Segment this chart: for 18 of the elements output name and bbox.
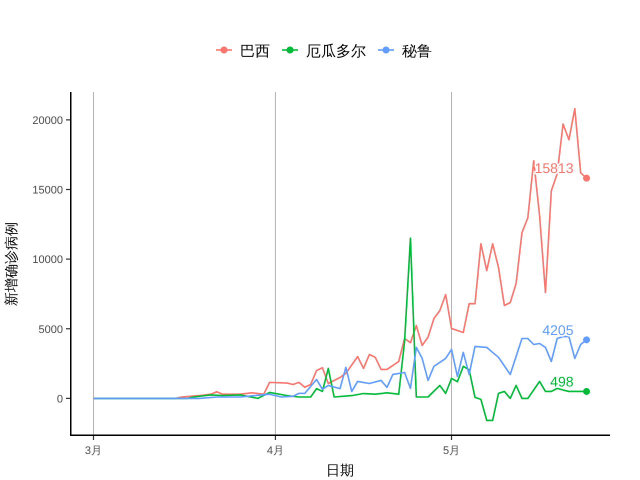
point <box>583 388 590 395</box>
y-tick-label: 10000 <box>32 254 63 266</box>
y-tick-label: 5000 <box>38 324 63 336</box>
annotation: 498 <box>550 373 574 390</box>
y-tick-label: 0 <box>56 393 63 406</box>
y-tick-label: 20000 <box>32 114 63 127</box>
x-axis-title: 日期 <box>326 462 354 478</box>
legend-label: 秘鲁 <box>402 43 432 60</box>
legend-label: 厄瓜多尔 <box>306 43 366 60</box>
legend-label: 巴西 <box>240 43 270 60</box>
y-axis-title: 新增确诊病例 <box>3 222 19 306</box>
point <box>583 336 590 344</box>
point <box>583 174 590 182</box>
y-tick-label: 15000 <box>32 184 63 196</box>
x-tick-label: 3月 <box>84 445 102 457</box>
x-tick-label: 4月 <box>266 445 284 457</box>
annotation: 4205 <box>542 322 574 338</box>
x-tick-label: 5月 <box>442 445 460 457</box>
